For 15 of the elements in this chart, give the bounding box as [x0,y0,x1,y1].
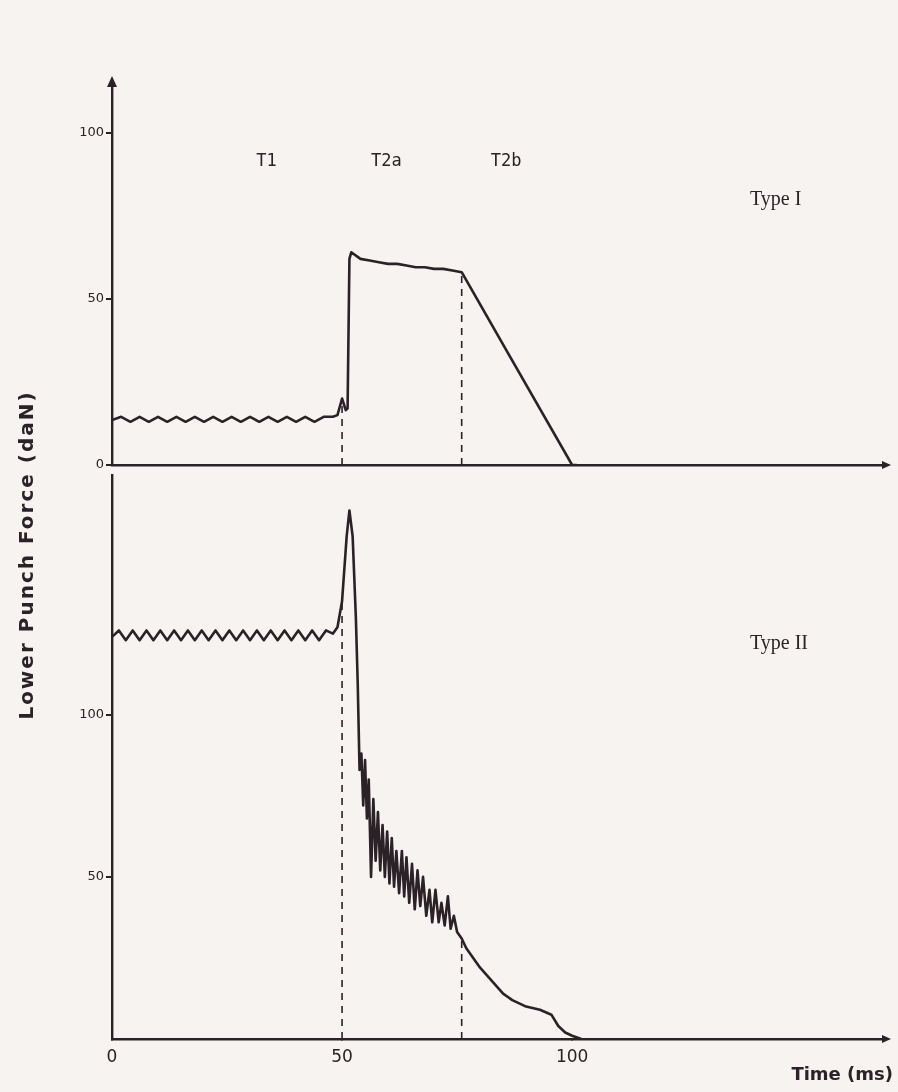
x-tick-label: 0 [106,1045,118,1066]
y-tick-label: 0 [95,456,104,472]
annotation: Type II [750,631,809,655]
y-tick-label: 50 [87,868,104,884]
y-axis-title: Lower Punch Force (daN) [14,390,38,720]
x-tick-label: 100 [555,1045,589,1066]
annotation: T2b [490,150,522,171]
y-tick-label: 100 [79,123,104,139]
y-tick-label: 50 [87,290,104,306]
annotation: Type I [750,186,802,210]
x-axis-title: Time (ms) [791,1062,893,1084]
x-tick-label: 50 [331,1045,353,1066]
y-tick-label: 100 [79,706,104,722]
annotation: T1 [256,150,277,171]
annotation: T2a [371,150,402,171]
